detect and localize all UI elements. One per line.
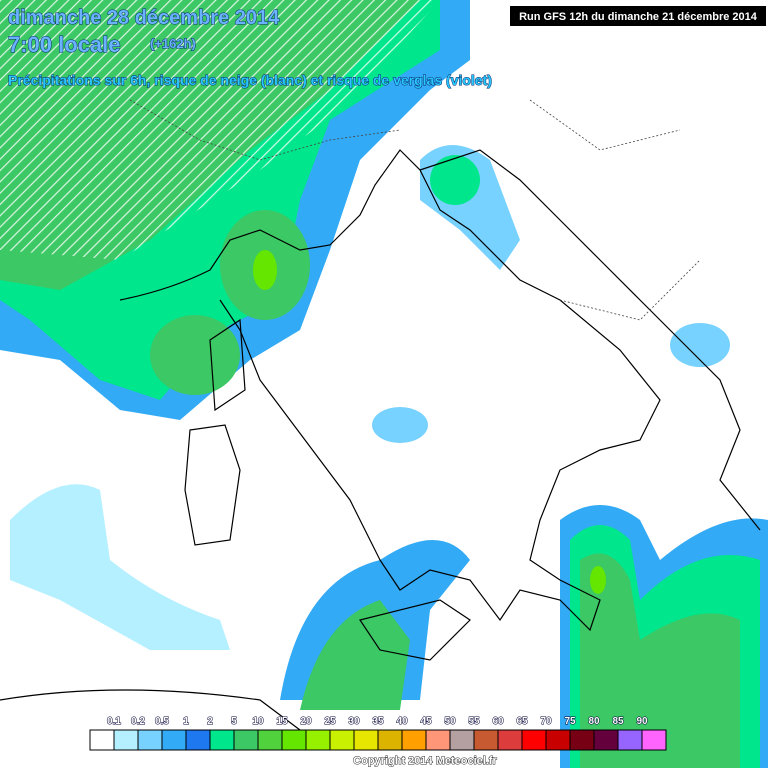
- legend-swatch: [353, 729, 379, 751]
- legend-label: 0.5: [155, 716, 169, 727]
- legend-label: 2: [207, 716, 213, 727]
- legend-label: 0.2: [131, 716, 145, 727]
- legend-swatch: [521, 729, 547, 751]
- legend-label: 60: [492, 716, 504, 727]
- legend: 0.1 0.2 0.5 1 2 5 10 15 20 25 30 35 40 45 50 55 60 65 70 75…: [89, 716, 667, 751]
- run-info: Run GFS 12h du dimanche 21 décembre 2014: [519, 11, 758, 23]
- legend-swatch: [233, 729, 259, 751]
- legend-swatch: [161, 729, 187, 751]
- legend-label: 75: [564, 716, 576, 727]
- legend-label: 50: [444, 716, 456, 727]
- legend-swatch: [185, 729, 211, 751]
- legend-swatch: [257, 729, 283, 751]
- coastlines: [0, 99, 761, 731]
- forecast-time: 7:00 locale: [8, 32, 121, 57]
- legend-swatch: [137, 729, 163, 751]
- legend-label: 1: [183, 716, 189, 727]
- legend-label: 0.1: [107, 716, 121, 727]
- legend-swatch: [305, 729, 331, 751]
- legend-swatch: [209, 729, 235, 751]
- legend-swatch: [377, 729, 403, 751]
- legend-label: 40: [396, 716, 408, 727]
- legend-swatch: [113, 729, 139, 751]
- legend-swatch: [281, 729, 307, 751]
- legend-swatch: [401, 729, 427, 751]
- run-box: [510, 6, 766, 26]
- legend-swatch: [545, 729, 571, 751]
- legend-swatch: [473, 729, 499, 751]
- legend-swatch: [641, 729, 667, 751]
- legend-label: 55: [468, 716, 480, 727]
- legend-swatch: [89, 729, 115, 751]
- legend-swatch: [593, 729, 619, 751]
- forecast-date: dimanche 28 décembre 2014: [8, 7, 280, 29]
- legend-label: 85: [612, 716, 624, 727]
- legend-label: 65: [516, 716, 528, 727]
- legend-swatch: [329, 729, 355, 751]
- legend-swatch: [569, 729, 595, 751]
- subtitle: Précipitations sur 6h, risque de neige (…: [8, 72, 492, 88]
- legend-label: 20: [300, 716, 312, 727]
- legend-label: 25: [324, 716, 336, 727]
- legend-label: 10: [252, 716, 264, 727]
- legend-label: 35: [372, 716, 384, 727]
- legend-label: 90: [636, 716, 648, 727]
- forecast-lead: (+162h): [150, 36, 196, 51]
- legend-label: 5: [231, 716, 237, 727]
- legend-swatch: [617, 729, 643, 751]
- legend-label: 15: [276, 716, 288, 727]
- legend-label: 45: [420, 716, 432, 727]
- legend-swatch: [425, 729, 451, 751]
- legend-label: 30: [348, 716, 360, 727]
- legend-swatch: [449, 729, 475, 751]
- legend-label: 70: [540, 716, 552, 727]
- copyright: Copyright 2014 Meteociel.fr: [353, 755, 497, 767]
- legend-label: 80: [588, 716, 600, 727]
- legend-swatch: [497, 729, 523, 751]
